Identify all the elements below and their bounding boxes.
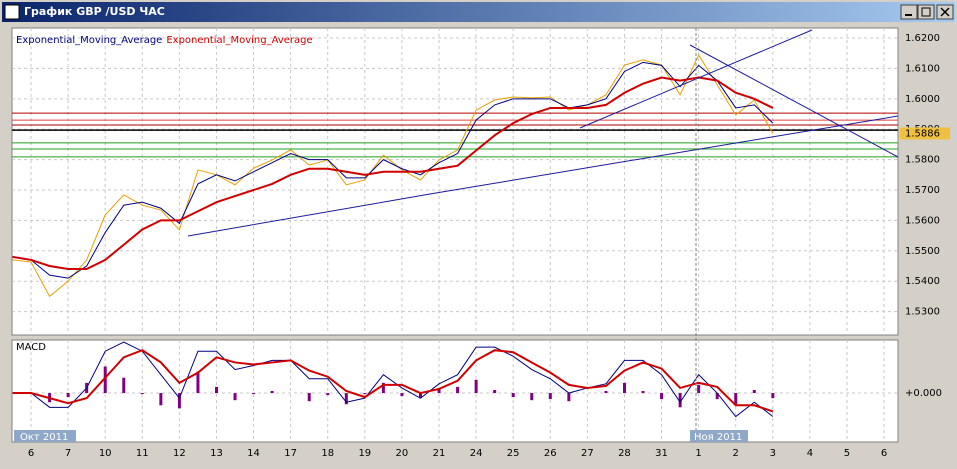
y-tick-label: 1.5600 (905, 215, 940, 226)
period-label: Окт 2011 (20, 432, 68, 443)
x-tick-label: 1 (695, 448, 701, 459)
y-tick-label: 1.6100 (905, 63, 940, 74)
x-tick-label: 28 (618, 448, 631, 459)
x-tick-label: 18 (321, 448, 334, 459)
x-tick-label: 17 (284, 448, 297, 459)
period-badge (690, 430, 748, 442)
x-tick-label: 14 (247, 448, 260, 459)
x-tick-label: 25 (507, 448, 520, 459)
x-tick-label: 26 (544, 448, 557, 459)
legend-entry: Exponential_Moving_Average (16, 35, 162, 46)
series-line (12, 76, 774, 271)
period-badge (14, 430, 76, 442)
x-tick-label: 11 (136, 448, 149, 459)
y-tick-label: 1.5300 (905, 307, 940, 318)
x-tick-label: 13 (210, 448, 223, 459)
x-tick-label: 7 (65, 448, 71, 459)
minimize-button[interactable] (900, 4, 918, 20)
x-tick-label: 27 (581, 448, 594, 459)
series-line (12, 349, 774, 413)
series-line (12, 54, 774, 298)
price-panel (11, 27, 899, 336)
price-label: 1.5886 (905, 128, 940, 139)
period-label: Ноя 2011 (694, 432, 742, 443)
x-tick-label: 4 (807, 448, 813, 459)
x-tick-label: 19 (358, 448, 371, 459)
y-tick-label: 1.5500 (905, 246, 940, 257)
x-tick-label: 3 (770, 448, 776, 459)
x-tick-label: 24 (470, 448, 483, 459)
y-tick-label: +0.000 (905, 388, 942, 399)
y-tick-label: 1.5400 (905, 276, 940, 287)
x-tick-label: 10 (99, 448, 112, 459)
y-tick-label: 1.5700 (905, 185, 940, 196)
x-tick-label: 2 (733, 448, 739, 459)
trend-line (689, 44, 898, 158)
panel-title: MACD (16, 342, 46, 353)
price-plot (12, 28, 898, 335)
window-buttons[interactable] (900, 4, 954, 20)
window-icon (4, 4, 20, 20)
y-tick-label: 1.6200 (905, 33, 940, 44)
close-icon (940, 7, 950, 17)
window-title: График GBP /USD ЧАС (24, 5, 165, 18)
x-tick-label: 5 (844, 448, 850, 459)
x-tick-label: 31 (655, 448, 668, 459)
maximize-button[interactable] (917, 4, 935, 20)
trend-line (429, 115, 898, 195)
maximize-icon (921, 7, 931, 17)
x-tick-label: 21 (433, 448, 446, 459)
y-tick-label: 1.5800 (905, 155, 940, 166)
macd-plot (12, 340, 898, 442)
x-tick-label: 12 (173, 448, 186, 459)
x-tick-label: 20 (396, 448, 409, 459)
price-badge (900, 127, 950, 140)
x-tick-label: 6 (28, 448, 34, 459)
y-tick-label: 1.6000 (905, 94, 940, 105)
legend-entry: Exponential_Moving_Average (166, 35, 312, 46)
trend-line (187, 193, 431, 237)
series-line (12, 61, 774, 279)
macd-panel (11, 339, 899, 443)
x-tick-label: 6 (881, 448, 887, 459)
title-bar (2, 2, 955, 22)
